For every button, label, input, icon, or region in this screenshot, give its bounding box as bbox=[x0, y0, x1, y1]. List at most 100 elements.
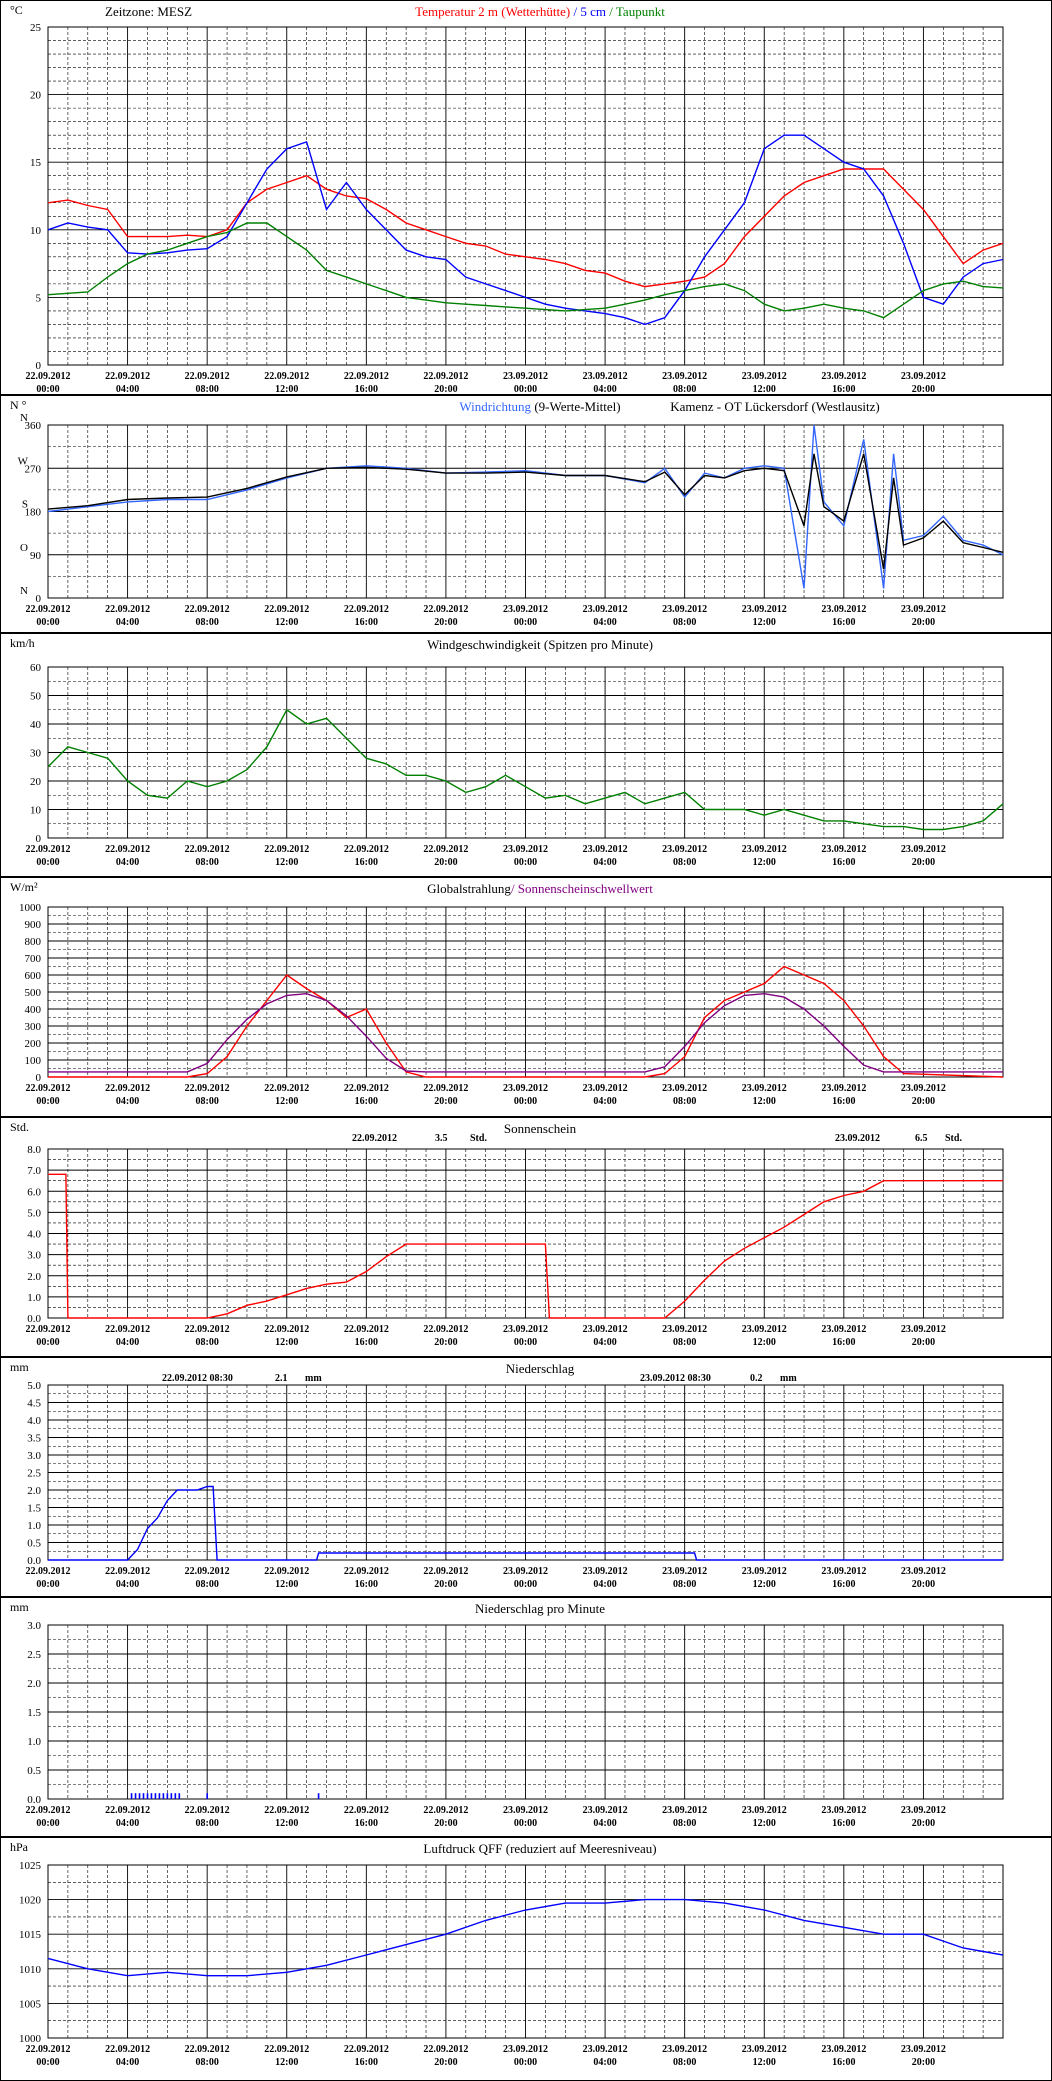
y-tick-label: 1.5 bbox=[27, 1503, 41, 1515]
chart-title-part: Taupunkt bbox=[616, 4, 665, 19]
chart-title: Luftdruck QFF (reduziert auf Meeresnivea… bbox=[423, 1841, 656, 1856]
precip-bar bbox=[154, 1793, 157, 1799]
x-tick-date: 23.09.2012 bbox=[662, 604, 707, 615]
x-tick-time: 12:00 bbox=[753, 1337, 776, 1348]
y-tick-label: 10 bbox=[30, 805, 42, 817]
x-tick-date: 23.09.2012 bbox=[503, 844, 548, 855]
x-tick-date: 23.09.2012 bbox=[821, 1324, 866, 1335]
x-tick-time: 04:00 bbox=[116, 857, 139, 868]
plot-frame bbox=[47, 1624, 1004, 1800]
x-tick-date: 22.09.2012 bbox=[264, 1566, 309, 1577]
x-tick-time: 16:00 bbox=[355, 2057, 378, 2068]
y-tick-label: 40 bbox=[30, 719, 42, 731]
y-tick-label: 500 bbox=[25, 987, 42, 999]
x-tick-date: 22.09.2012 bbox=[26, 371, 71, 382]
x-tick-date: 22.09.2012 bbox=[264, 1805, 309, 1816]
x-tick-time: 16:00 bbox=[355, 857, 378, 868]
y-tick-label: 300 bbox=[25, 1021, 42, 1033]
x-tick-time: 16:00 bbox=[355, 1337, 378, 1348]
x-tick-date: 23.09.2012 bbox=[662, 1083, 707, 1094]
x-tick-time: 20:00 bbox=[434, 857, 457, 868]
x-tick-time: 04:00 bbox=[116, 384, 139, 395]
x-tick-time: 04:00 bbox=[593, 1818, 616, 1829]
panel-pressure: 1000 1005 1010 1015 1020 1025 hPa Luftdruck QFF… bbox=[0, 1837, 1052, 2081]
chart-title: Temperatur 2 m (Wetterhütte) / 5 cm / Ta… bbox=[415, 4, 665, 19]
y-tick-label: 0.5 bbox=[27, 1538, 41, 1550]
x-tick-date: 23.09.2012 bbox=[901, 844, 946, 855]
x-tick-time: 16:00 bbox=[832, 1579, 855, 1590]
y-tick-label: 5 bbox=[36, 292, 42, 304]
x-tick-date: 22.09.2012 bbox=[264, 1324, 309, 1335]
y-tick-label: 600 bbox=[25, 970, 42, 982]
x-tick-time: 16:00 bbox=[832, 2057, 855, 2068]
x-tick-date: 22.09.2012 bbox=[105, 844, 150, 855]
panel-precip_minute: 0.0 0.5 1.0 1.5 2.0 2.5 3.0 mm Niederschlag pro … bbox=[0, 1597, 1052, 1837]
direction-label: O bbox=[20, 542, 28, 554]
x-tick-time: 04:00 bbox=[593, 857, 616, 868]
y-tick-label: 25 bbox=[30, 22, 42, 34]
x-tick-time: 04:00 bbox=[593, 1337, 616, 1348]
x-tick-date: 23.09.2012 bbox=[503, 1324, 548, 1335]
x-tick-time: 16:00 bbox=[355, 617, 378, 628]
x-tick-time: 12:00 bbox=[753, 1818, 776, 1829]
y-tick-label: 4.0 bbox=[27, 1415, 41, 1427]
x-tick-date: 23.09.2012 bbox=[662, 844, 707, 855]
x-tick-time: 08:00 bbox=[673, 384, 696, 395]
panel-sunshine: 0.0 1.0 2.0 3.0 4.0 5.0 6.0 7.0 8.0 Std. Sonnensch… bbox=[0, 1117, 1052, 1357]
x-tick-date: 23.09.2012 bbox=[662, 1324, 707, 1335]
x-tick-date: 22.09.2012 bbox=[344, 604, 389, 615]
x-tick-date: 23.09.2012 bbox=[583, 844, 628, 855]
precip-bar bbox=[174, 1793, 177, 1799]
x-tick-time: 16:00 bbox=[832, 1818, 855, 1829]
y-tick-label: 200 bbox=[25, 1038, 42, 1050]
y-tick-label: 8.0 bbox=[27, 1144, 41, 1156]
x-tick-time: 08:00 bbox=[673, 1096, 696, 1107]
plot-frame bbox=[47, 424, 1004, 599]
y-tick-label: 2.5 bbox=[27, 1649, 41, 1661]
x-tick-time: 12:00 bbox=[275, 857, 298, 868]
x-tick-time: 12:00 bbox=[753, 617, 776, 628]
x-tick-time: 08:00 bbox=[673, 857, 696, 868]
y-tick-label: 2.0 bbox=[27, 1485, 41, 1497]
x-tick-date: 23.09.2012 bbox=[742, 1805, 787, 1816]
x-tick-date: 22.09.2012 bbox=[344, 1566, 389, 1577]
x-tick-time: 04:00 bbox=[116, 1579, 139, 1590]
unit-label: °C bbox=[10, 3, 23, 17]
precip-bar bbox=[130, 1793, 133, 1799]
x-tick-time: 00:00 bbox=[514, 1337, 537, 1348]
chart-title-part: Temperatur 2 m (Wetterhütte) bbox=[415, 4, 570, 19]
x-tick-time: 00:00 bbox=[514, 1579, 537, 1590]
x-tick-time: 16:00 bbox=[832, 384, 855, 395]
x-tick-time: 08:00 bbox=[673, 1337, 696, 1348]
x-tick-time: 20:00 bbox=[434, 1096, 457, 1107]
precip-bar bbox=[166, 1793, 169, 1799]
x-tick-time: 12:00 bbox=[275, 1096, 298, 1107]
y-tick-label: 5.0 bbox=[27, 1207, 41, 1219]
x-tick-time: 00:00 bbox=[36, 1818, 59, 1829]
precip-bar bbox=[317, 1793, 320, 1799]
x-tick-date: 23.09.2012 bbox=[503, 604, 548, 615]
x-tick-time: 08:00 bbox=[195, 2057, 218, 2068]
y-tick-label: 3.0 bbox=[27, 1250, 41, 1262]
x-tick-time: 04:00 bbox=[593, 2057, 616, 2068]
x-tick-date: 22.09.2012 bbox=[344, 2044, 389, 2055]
summary-date: 23.09.2012 bbox=[835, 1133, 880, 1144]
y-tick-label: 2.0 bbox=[27, 1678, 41, 1690]
precip-bar bbox=[134, 1793, 137, 1799]
x-tick-time: 16:00 bbox=[832, 1096, 855, 1107]
x-tick-time: 20:00 bbox=[434, 1818, 457, 1829]
x-tick-time: 20:00 bbox=[434, 1579, 457, 1590]
x-tick-time: 00:00 bbox=[36, 617, 59, 628]
x-tick-date: 23.09.2012 bbox=[901, 1324, 946, 1335]
chart-title: Niederschlag bbox=[506, 1361, 575, 1376]
x-tick-time: 00:00 bbox=[36, 857, 59, 868]
chart-title: Niederschlag pro Minute bbox=[475, 1601, 605, 1616]
plot-frame bbox=[47, 1384, 1004, 1561]
x-tick-date: 22.09.2012 bbox=[185, 1324, 230, 1335]
x-tick-date: 23.09.2012 bbox=[821, 844, 866, 855]
x-tick-date: 22.09.2012 bbox=[344, 1083, 389, 1094]
summary-date: 22.09.2012 08:30 bbox=[162, 1373, 233, 1384]
y-tick-label: 1.5 bbox=[27, 1707, 41, 1719]
x-tick-date: 23.09.2012 bbox=[503, 1083, 548, 1094]
